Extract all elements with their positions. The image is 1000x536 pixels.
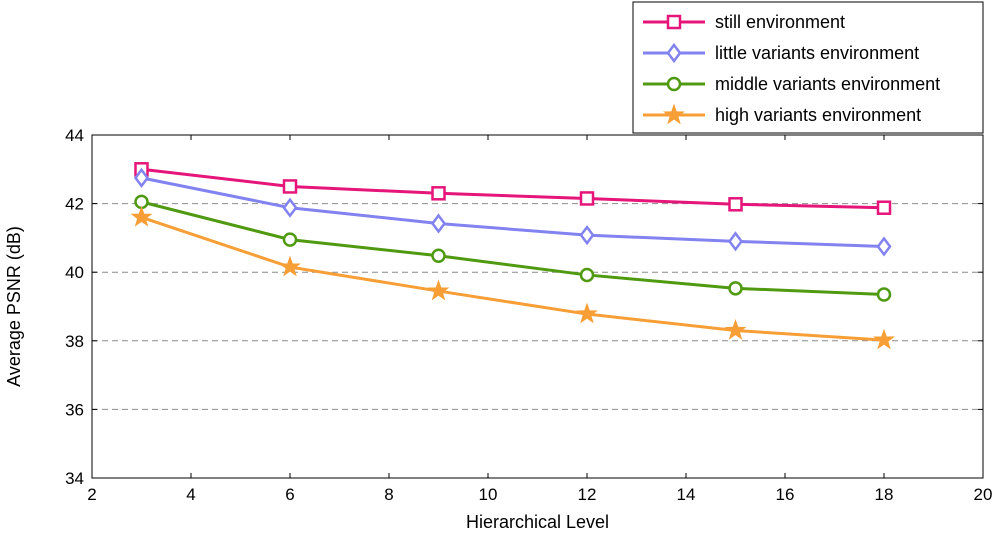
data-point-circle <box>579 267 595 283</box>
data-point-diamond <box>876 236 892 257</box>
legend-marker-diamond <box>666 42 682 64</box>
grid-lines <box>92 203 983 410</box>
legend: still environment little variants environ… <box>632 1 984 134</box>
x-tick-label: 20 <box>974 485 993 504</box>
data-point-square <box>876 200 892 215</box>
series-little-variants-environment <box>133 167 892 257</box>
x-tick-label: 12 <box>578 485 597 504</box>
data-point-square <box>282 179 298 194</box>
legend-label: high variants environment <box>715 105 921 125</box>
data-point-circle <box>282 232 298 247</box>
x-tick-label: 16 <box>776 485 795 504</box>
y-tick-label: 34 <box>65 469 84 488</box>
series-high-variants-environment <box>130 205 895 350</box>
series-line <box>141 200 885 296</box>
data-point-diamond <box>579 225 595 246</box>
legend-item: high variants environment <box>643 103 921 125</box>
x-tick-label: 10 <box>479 485 498 504</box>
data-point-circle <box>431 248 446 263</box>
y-tick-label: 42 <box>65 195 84 214</box>
legend-marker-square <box>666 14 682 30</box>
data-point-star <box>576 302 598 324</box>
x-tick-label: 6 <box>285 485 294 504</box>
legend-box <box>632 1 984 134</box>
data-point-diamond <box>430 213 447 234</box>
data-point-star <box>724 318 747 340</box>
data-point-diamond <box>282 197 298 218</box>
x-tick-label: 8 <box>384 485 393 504</box>
series-line <box>141 167 885 210</box>
x-tick-label: 2 <box>87 485 96 504</box>
legend-item: still environment <box>643 12 845 32</box>
legend-label: still environment <box>715 12 845 32</box>
data-point-circle <box>876 287 892 302</box>
plot-area <box>91 134 984 479</box>
x-tick-label: 14 <box>677 485 696 504</box>
series-line <box>141 215 885 342</box>
x-tick-label: 4 <box>186 485 195 504</box>
series-still-environment <box>134 162 892 215</box>
data-point-diamond <box>727 231 744 252</box>
series-line <box>141 176 885 248</box>
y-tick-label: 36 <box>65 400 84 419</box>
data-point-star <box>279 255 301 277</box>
data-point-square <box>431 186 446 201</box>
y-tick-label: 40 <box>65 263 84 282</box>
series-group <box>130 162 895 350</box>
legend-label: middle variants environment <box>715 74 940 94</box>
legend-item: little variants environment <box>643 42 919 64</box>
legend-marker-circle <box>666 76 682 92</box>
x-axis-label: Hierarchical Level <box>466 512 609 532</box>
data-point-star <box>873 328 895 350</box>
legend-label: little variants environment <box>715 43 919 63</box>
legend-item: middle variants environment <box>643 74 940 94</box>
axis-ticks: 2 4 6 8 10 12 14 16 18 20 34 36 38 40 42 44 <box>65 126 992 504</box>
data-point-square <box>579 191 595 206</box>
legend-marker-star <box>663 103 685 125</box>
y-tick-label: 38 <box>65 332 84 351</box>
data-point-circle <box>728 281 743 296</box>
x-tick-label: 18 <box>875 485 894 504</box>
series-middle-variants-environment <box>134 194 892 302</box>
y-axis-label: Average PSNR (dB) <box>4 226 24 387</box>
data-point-star <box>130 205 153 227</box>
data-point-square <box>728 197 743 212</box>
data-point-diamond <box>133 167 150 188</box>
y-tick-label: 44 <box>65 126 84 145</box>
data-point-star <box>427 279 450 301</box>
